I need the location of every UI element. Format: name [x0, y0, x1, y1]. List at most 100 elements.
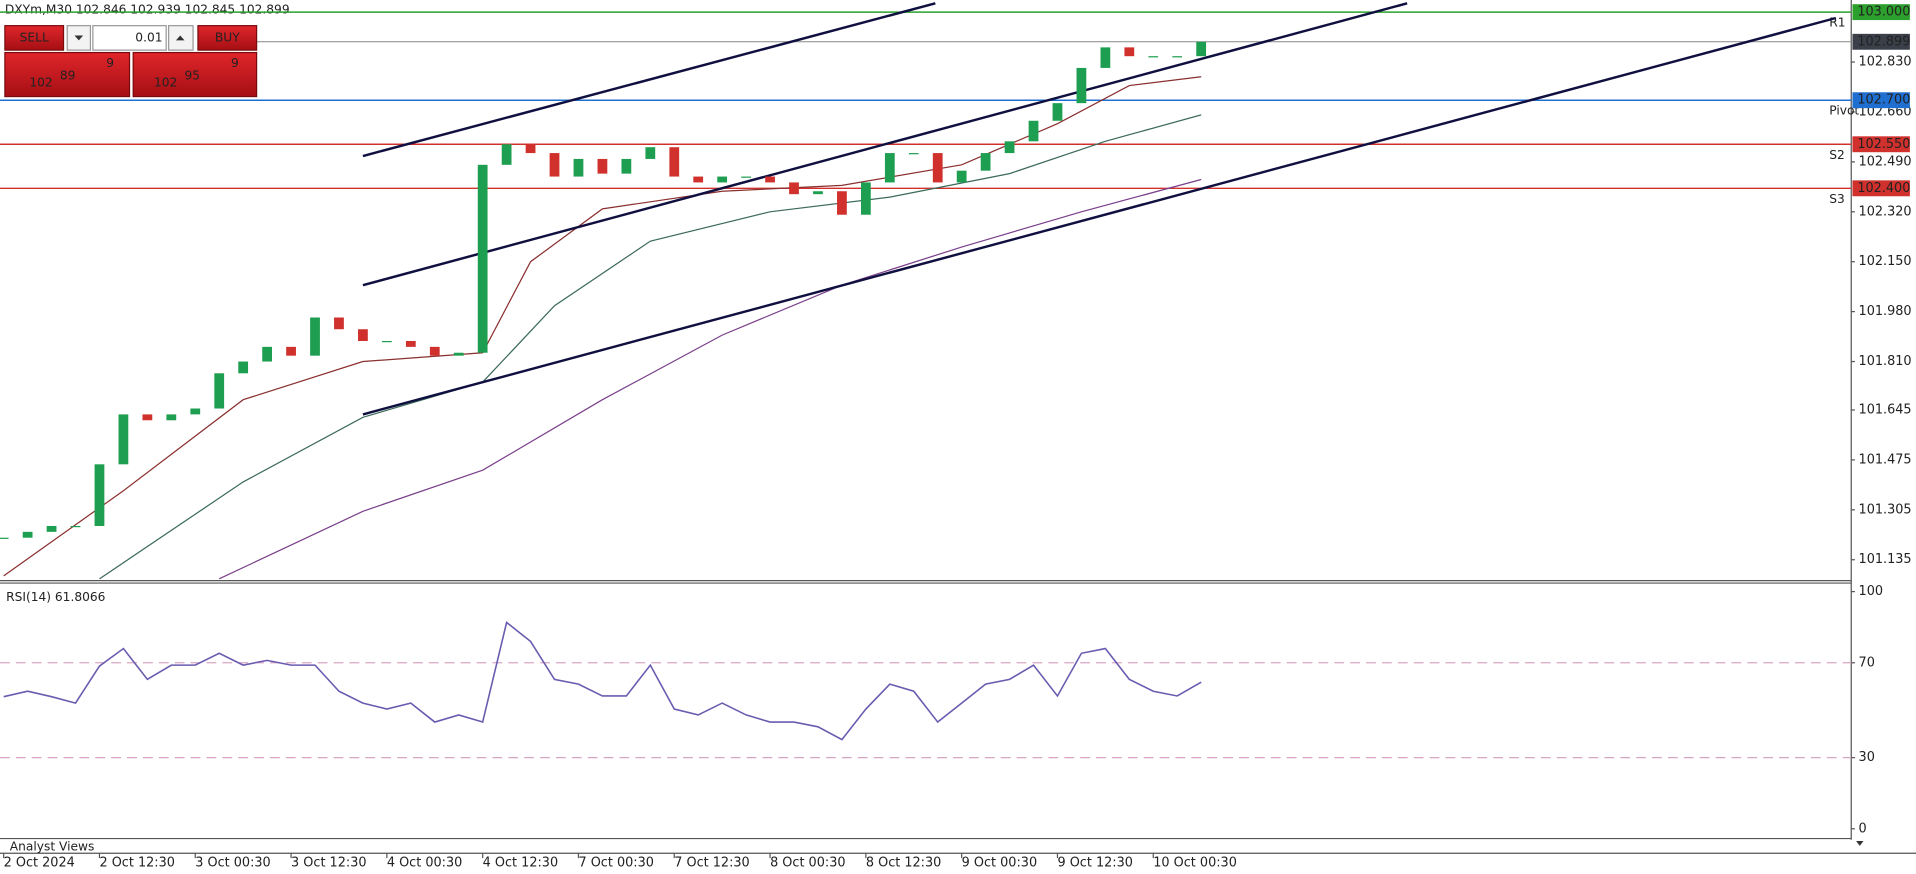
candle — [214, 373, 225, 409]
level-tag — [1852, 4, 1910, 21]
level-tag-label: 102.550 — [1857, 137, 1910, 152]
buy-price-big: 102 — [154, 76, 177, 90]
candle — [573, 158, 584, 177]
candle — [813, 191, 823, 195]
candle — [884, 153, 895, 183]
x-tick-label: 4 Oct 00:30 — [387, 855, 462, 870]
level-tag — [1852, 92, 1910, 109]
trade-panel: SELL 0.01 BUY 102 89 9 102 95 9 — [4, 25, 258, 98]
candle — [1148, 56, 1159, 58]
x-tick-label: 3 Oct 00:30 — [195, 855, 270, 870]
candle — [262, 346, 273, 362]
moving-average — [218, 178, 1202, 580]
level-name: S2 — [1829, 148, 1845, 162]
level-name: S3 — [1829, 192, 1845, 206]
candle — [1028, 120, 1039, 142]
y-tick-label: 101.305 — [1859, 502, 1912, 517]
candle — [693, 176, 704, 183]
x-tick-label: 3 Oct 12:30 — [291, 855, 366, 870]
trendline — [362, 2, 1408, 287]
candle — [1004, 141, 1015, 154]
candle — [429, 346, 440, 356]
candle — [94, 464, 105, 526]
candle — [908, 153, 919, 155]
candle — [46, 525, 57, 532]
level-tag-label: 102.400 — [1857, 181, 1910, 196]
candle — [837, 191, 847, 215]
candle — [932, 153, 943, 183]
candle — [190, 408, 201, 415]
up-arrow — [175, 35, 185, 41]
chart-header: DXYm,M30 102.846 102.939 102.845 102.899 — [5, 2, 290, 16]
y-tick-label: 102.150 — [1859, 254, 1912, 269]
candle — [381, 340, 392, 343]
level-name: Pivot — [1829, 104, 1859, 118]
candle — [286, 346, 296, 356]
volume-input[interactable] — [92, 25, 167, 51]
sell-button[interactable] — [4, 25, 65, 51]
buy-price-small: 9 — [231, 56, 239, 70]
level-tag — [1852, 180, 1910, 197]
candle — [477, 164, 488, 353]
buy-price-box[interactable] — [132, 51, 258, 98]
candle — [1100, 47, 1111, 68]
sell-price-box[interactable] — [4, 51, 131, 98]
candle — [525, 144, 536, 154]
rsi-y-tick-label: 100 — [1859, 584, 1883, 599]
candle — [405, 340, 416, 347]
rsi-header: RSI(14) 61.8066 — [6, 590, 105, 604]
moving-average — [3, 76, 1202, 577]
candle — [166, 414, 177, 421]
candle — [956, 170, 967, 183]
candle — [22, 531, 33, 538]
candle — [238, 361, 249, 374]
analyst-views[interactable]: Analyst Views — [10, 840, 95, 854]
level-tag — [1852, 136, 1910, 153]
candle — [118, 414, 129, 465]
candle — [1172, 56, 1183, 58]
candle — [453, 352, 464, 356]
x-tick-label: 10 Oct 00:30 — [1153, 855, 1237, 870]
y-tick-label: 101.475 — [1859, 452, 1912, 467]
y-tick-label: 102.320 — [1859, 204, 1912, 219]
candle — [334, 317, 344, 330]
candle — [741, 176, 752, 178]
x-tick-label: 8 Oct 12:30 — [866, 855, 941, 870]
candle — [717, 176, 728, 183]
candle — [1076, 67, 1087, 104]
candle — [0, 537, 9, 539]
level-tag-label: 102.700 — [1857, 93, 1910, 108]
level-name: R1 — [1829, 16, 1845, 30]
moving-average — [99, 114, 1202, 580]
candle — [1052, 103, 1063, 121]
scroll-arrow[interactable] — [1856, 840, 1864, 846]
rsi-y-tick-label: 70 — [1859, 655, 1875, 670]
candle — [765, 176, 775, 183]
candle — [501, 144, 512, 165]
x-tick-label: 8 Oct 00:30 — [770, 855, 845, 870]
x-tick-label: 2 Oct 2024 — [4, 855, 75, 870]
level-tag-label: 103.000 — [1857, 5, 1910, 20]
candle — [597, 158, 608, 174]
current-price-tag — [1852, 33, 1910, 50]
candle — [549, 153, 560, 177]
volume-value: 0.01 — [135, 30, 162, 44]
trendline — [362, 16, 1837, 416]
x-tick-label: 7 Oct 00:30 — [578, 855, 653, 870]
buy-button[interactable] — [197, 25, 258, 51]
down-arrow — [74, 35, 84, 41]
sell-price-big: 102 — [29, 76, 52, 90]
candle — [645, 147, 656, 159]
trendline — [362, 2, 936, 158]
current-price-label: 102.899 — [1857, 34, 1910, 49]
candle — [1124, 47, 1135, 57]
x-tick-label: 4 Oct 12:30 — [483, 855, 558, 870]
x-tick-label: 9 Oct 12:30 — [1057, 855, 1132, 870]
x-tick-label: 7 Oct 12:30 — [674, 855, 749, 870]
candle — [621, 158, 632, 174]
y-tick-label: 101.135 — [1859, 552, 1912, 567]
y-tick-label: 102.660 — [1859, 104, 1912, 119]
y-tick-label: 101.645 — [1859, 402, 1912, 417]
